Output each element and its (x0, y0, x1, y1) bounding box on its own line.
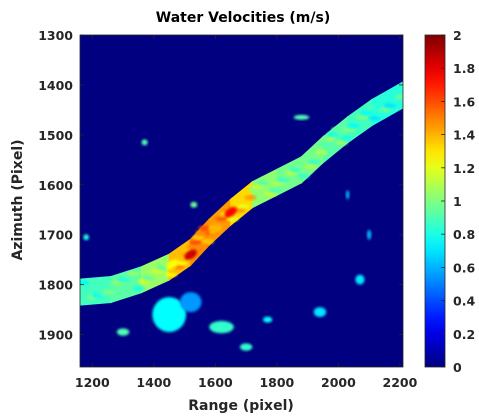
y-axis-label: Azimuth (Pixel) (10, 139, 26, 260)
river-texture (389, 98, 402, 104)
river-texture (201, 239, 214, 244)
velocity-patch (209, 320, 234, 334)
river-texture (351, 118, 364, 124)
velocity-patch (239, 343, 253, 351)
velocity-patch (345, 190, 350, 200)
river-texture (331, 127, 344, 133)
river-texture (379, 107, 392, 113)
river-texture (240, 199, 253, 205)
river-texture (195, 230, 208, 236)
colorbar-tick-label: 1.8 (453, 61, 475, 76)
y-tick-label: 1400 (38, 78, 73, 93)
colorbar-tick-label: 1.6 (453, 94, 475, 109)
river-texture (186, 244, 199, 250)
colorbar-tick-label: 0 (453, 360, 462, 375)
colorbar-tick-label: 2 (453, 28, 462, 43)
river-texture (189, 239, 202, 245)
river-texture (244, 195, 257, 201)
river-texture (343, 127, 356, 133)
x-axis-ticks: 1200 1400 1600 1800 2000 2200 (75, 35, 418, 390)
river-texture (315, 149, 328, 155)
river-texture (356, 114, 368, 120)
x-tick-label: 2000 (321, 375, 356, 390)
velocity-patch (293, 114, 310, 120)
colorbar-tick-label: 0.8 (453, 227, 475, 242)
river-texture (319, 141, 332, 147)
river-texture (192, 235, 205, 241)
velocity-patch (141, 139, 148, 146)
river-texture (300, 168, 313, 174)
river-texture (102, 289, 115, 295)
river-texture (198, 225, 211, 231)
river-texture (335, 140, 348, 146)
river-texture (226, 216, 239, 222)
y-axis-ticks: 1300 1400 1500 1600 1700 1800 1900 (38, 28, 403, 343)
river-texture (339, 135, 352, 141)
x-tick-label: 2200 (383, 375, 418, 390)
y-tick-label: 1600 (38, 178, 73, 193)
y-tick-label: 1800 (38, 278, 73, 293)
velocity-hotspot (209, 224, 222, 235)
velocity-hotspot (184, 249, 197, 260)
y-tick-label: 1900 (38, 328, 73, 343)
heatmap-plot-area (79, 34, 404, 368)
colorbar-tick-label: 1.2 (453, 161, 475, 176)
velocity-patch (190, 201, 198, 208)
river-texture (360, 110, 373, 116)
chart-title: Water Velocities (m/s) (156, 10, 330, 26)
river-texture (323, 136, 336, 142)
river-texture (133, 286, 145, 292)
colorbar-tick-label: 0.2 (453, 327, 475, 342)
velocity-patch (152, 297, 187, 333)
river-texture (175, 260, 188, 266)
y-tick-label: 1700 (38, 228, 73, 243)
river-texture (308, 159, 320, 165)
x-tick-label: 1800 (259, 375, 294, 390)
river-texture (165, 271, 177, 277)
colorbar-tick-label: 0.4 (453, 294, 475, 309)
colorbar-tick-label: 0.6 (453, 260, 475, 275)
river-texture (347, 123, 360, 128)
x-tick-label: 1200 (75, 375, 110, 390)
river-texture (293, 163, 306, 169)
river-texture (237, 203, 250, 209)
velocity-patch (366, 229, 372, 240)
colorbar-tick-label: 1.4 (453, 128, 475, 143)
velocity-patch (355, 274, 365, 285)
velocity-hotspot (224, 207, 237, 218)
river-texture (368, 115, 381, 121)
river-texture (311, 154, 324, 160)
x-tick-label: 1600 (198, 375, 233, 390)
velocity-patch (116, 328, 130, 336)
velocity-hotspot (166, 259, 179, 270)
x-axis-label: Range (pixel) (188, 398, 294, 414)
river-texture (384, 102, 397, 108)
river-texture (268, 188, 281, 193)
river-texture (127, 271, 140, 277)
river-texture (260, 176, 273, 182)
river-texture (80, 280, 89, 286)
colorbar-ticks: 0 0.2 0.4 0.6 0.8 1 1.2 1.4 1.6 1.8 2 (441, 28, 475, 375)
river-texture (297, 173, 310, 179)
river-texture (215, 216, 228, 222)
river-texture (327, 131, 340, 137)
colorbar-tick-label: 1 (453, 194, 462, 209)
velocity-patch (83, 234, 89, 241)
x-tick-label: 1400 (136, 375, 171, 390)
river-texture (364, 105, 377, 111)
river-texture (212, 220, 225, 226)
y-tick-label: 1300 (38, 28, 73, 43)
velocity-patch (313, 307, 327, 318)
river-texture (394, 94, 403, 100)
river-texture (304, 163, 317, 169)
velocity-patch (263, 316, 273, 323)
y-tick-label: 1500 (38, 128, 73, 143)
plot-frame (79, 34, 404, 368)
river-texture (373, 111, 386, 117)
velocity-patch (179, 292, 202, 313)
